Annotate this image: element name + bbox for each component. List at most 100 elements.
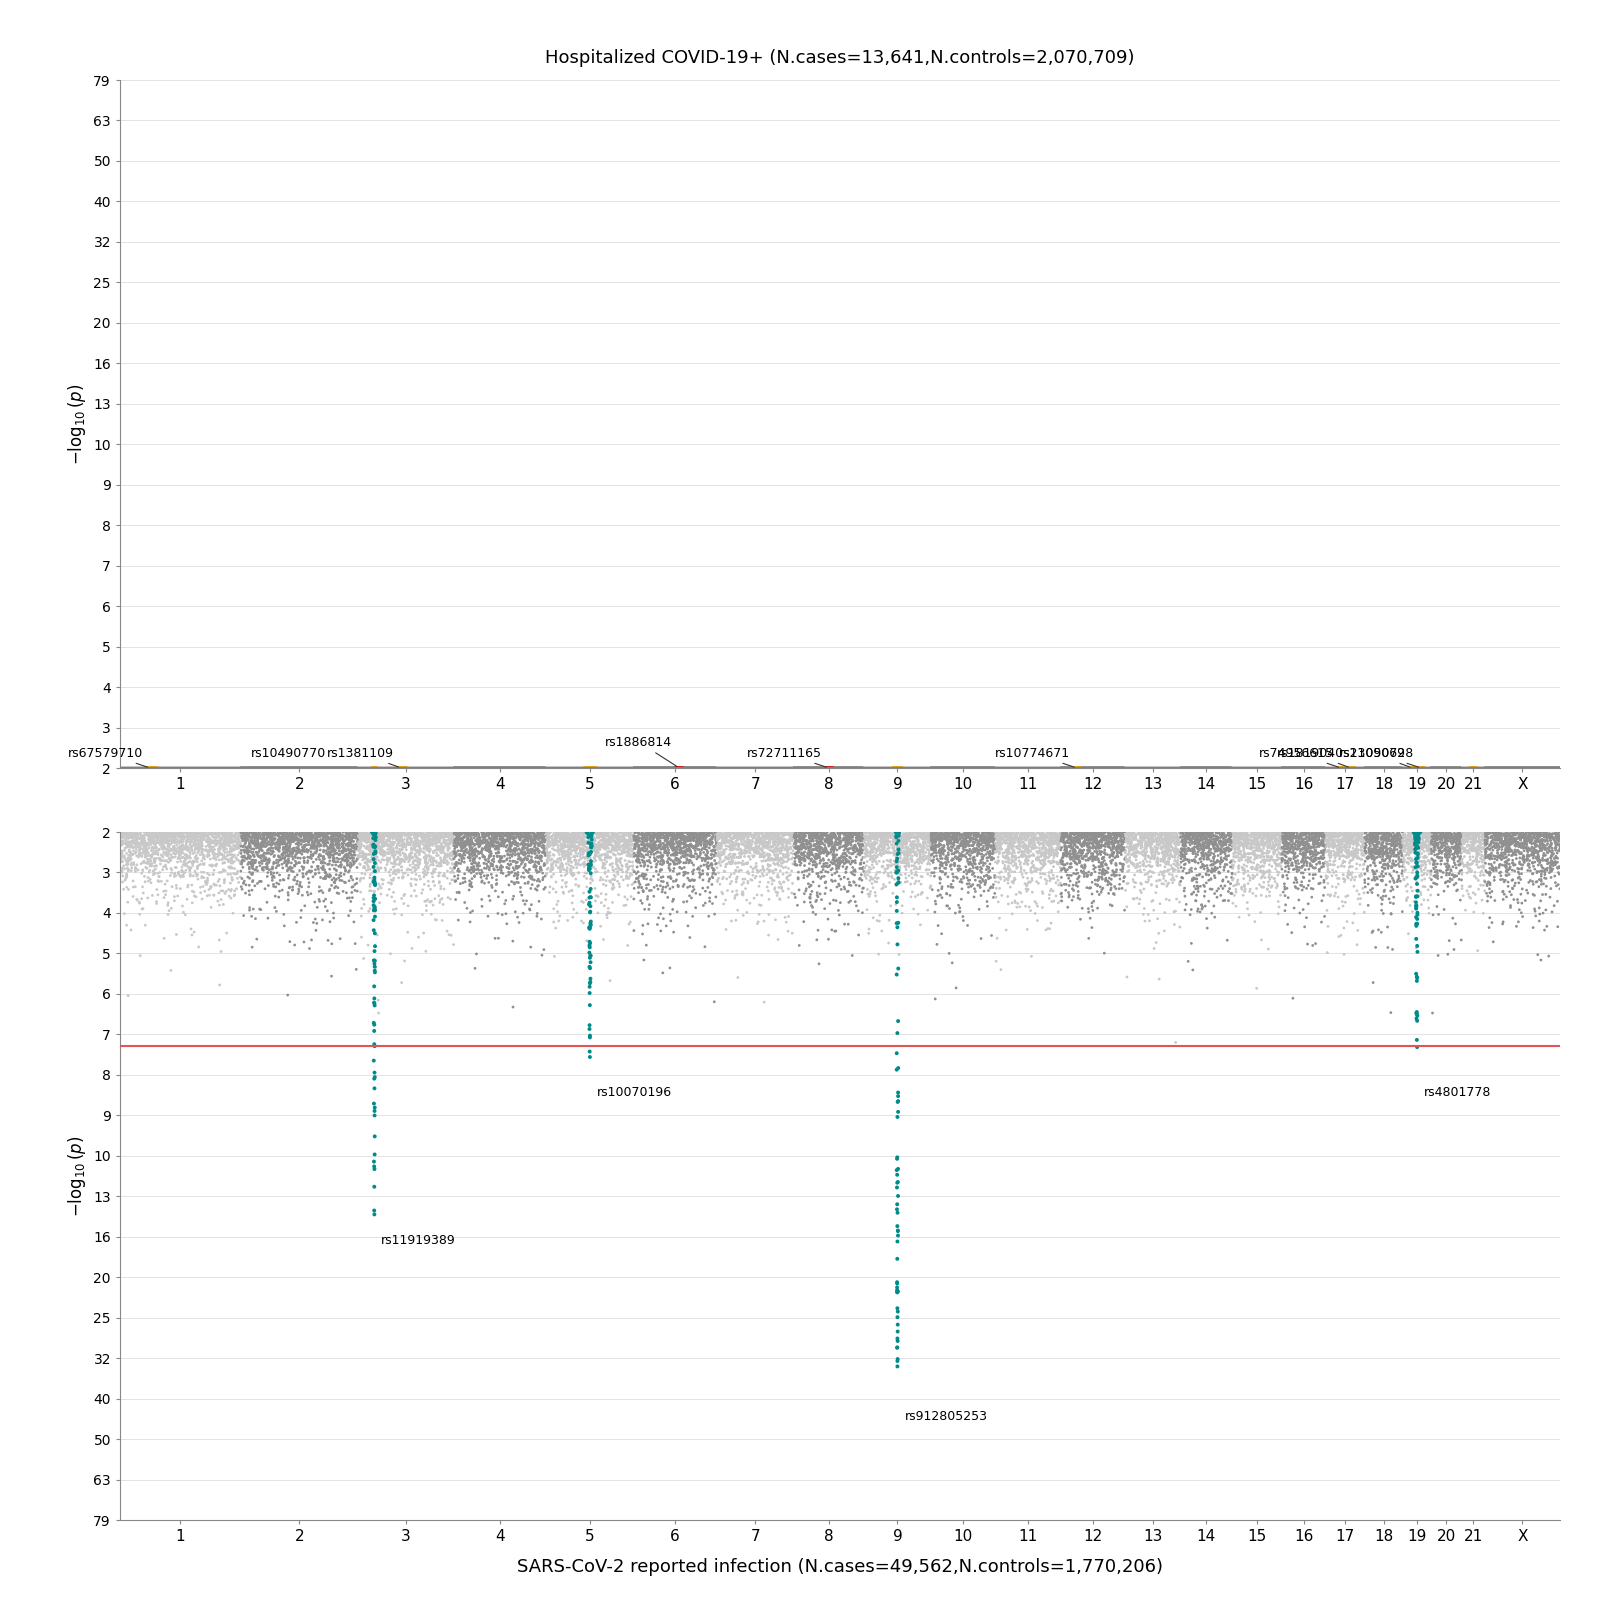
Point xyxy=(650,755,675,781)
Point xyxy=(755,843,781,869)
Point xyxy=(536,755,562,781)
Point xyxy=(670,830,696,856)
Point xyxy=(576,821,602,846)
Point xyxy=(1013,755,1038,781)
Point xyxy=(949,830,974,856)
Point xyxy=(589,819,614,845)
Point xyxy=(931,755,957,781)
Point xyxy=(464,830,490,856)
Point xyxy=(1176,824,1202,850)
Point xyxy=(1074,864,1099,890)
Point xyxy=(530,755,555,781)
Point xyxy=(1254,822,1280,848)
Point xyxy=(1499,837,1525,862)
Point xyxy=(1128,755,1154,781)
Point xyxy=(1405,899,1430,925)
Point xyxy=(258,755,283,781)
Point xyxy=(1325,755,1350,781)
Point xyxy=(826,850,851,875)
Point xyxy=(1326,842,1352,867)
Point xyxy=(589,755,614,781)
Point xyxy=(1069,755,1094,781)
Point xyxy=(205,755,230,781)
Point xyxy=(557,755,582,781)
Point xyxy=(770,846,795,872)
Point xyxy=(150,755,176,781)
Point xyxy=(368,824,394,850)
Point xyxy=(530,864,555,890)
Point xyxy=(1184,755,1210,781)
Point xyxy=(1294,755,1320,781)
Point xyxy=(142,830,168,856)
Point xyxy=(798,824,824,850)
Point xyxy=(934,832,960,858)
Point xyxy=(362,864,387,890)
Point xyxy=(171,853,197,878)
Point xyxy=(842,755,867,781)
Point xyxy=(790,819,816,845)
Point xyxy=(1192,853,1218,878)
Point xyxy=(482,755,507,781)
Point xyxy=(904,755,930,781)
Point xyxy=(987,832,1013,858)
Point xyxy=(824,755,850,781)
Point xyxy=(1070,755,1096,781)
Point xyxy=(706,755,731,781)
Point xyxy=(461,850,486,875)
Point xyxy=(477,837,502,862)
Point xyxy=(338,755,363,781)
Point xyxy=(984,755,1010,781)
Point xyxy=(694,755,720,781)
Point xyxy=(1394,755,1419,781)
Point xyxy=(848,755,874,781)
Point xyxy=(555,755,581,781)
Point xyxy=(970,755,995,781)
Point xyxy=(155,890,181,915)
Point xyxy=(1083,755,1109,781)
Point xyxy=(650,755,675,781)
Point xyxy=(154,878,179,904)
Point xyxy=(240,755,266,781)
Point xyxy=(1427,755,1453,781)
Point xyxy=(571,840,597,866)
Point xyxy=(658,846,683,872)
Point xyxy=(152,848,178,874)
Point xyxy=(421,755,446,781)
Point xyxy=(237,755,262,781)
Point xyxy=(1299,827,1325,853)
Point xyxy=(213,755,238,781)
Point xyxy=(1058,755,1083,781)
Point xyxy=(1448,826,1474,851)
Point xyxy=(1360,829,1386,854)
Point xyxy=(1117,858,1142,883)
Point xyxy=(1109,755,1134,781)
Point xyxy=(797,885,822,910)
Point xyxy=(1402,755,1427,781)
Point xyxy=(107,838,133,864)
Point xyxy=(1066,755,1091,781)
Point xyxy=(146,864,171,890)
Point xyxy=(1069,755,1094,781)
Point xyxy=(298,755,323,781)
Point xyxy=(856,755,882,781)
Point xyxy=(682,822,707,848)
Point xyxy=(928,755,954,781)
Point xyxy=(808,819,834,845)
Point xyxy=(370,755,395,781)
Point xyxy=(1134,829,1160,854)
Point xyxy=(595,901,621,926)
Point xyxy=(1242,755,1267,781)
Point xyxy=(654,840,680,866)
Point xyxy=(925,755,950,781)
Point xyxy=(438,755,464,781)
Point xyxy=(221,755,246,781)
Point xyxy=(1144,832,1170,858)
Point xyxy=(1237,755,1262,781)
Point xyxy=(1414,755,1440,781)
Point xyxy=(395,827,421,853)
Point xyxy=(669,755,694,781)
Point xyxy=(1256,755,1282,781)
Point xyxy=(998,755,1024,781)
Point xyxy=(478,755,504,781)
Point xyxy=(285,755,310,781)
